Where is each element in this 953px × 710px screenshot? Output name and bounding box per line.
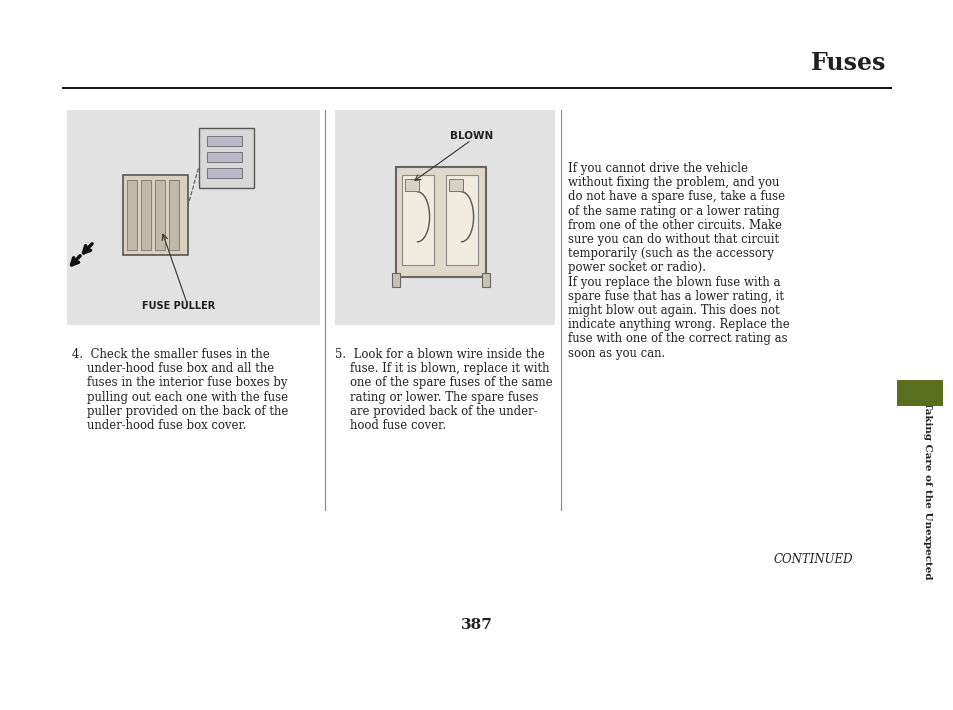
Bar	[198, 128, 253, 188]
Text: pulling out each one with the fuse: pulling out each one with the fuse	[71, 391, 288, 403]
Text: hood fuse cover.: hood fuse cover.	[335, 419, 446, 432]
Text: under-hood fuse box cover.: under-hood fuse box cover.	[71, 419, 246, 432]
Bar	[445, 175, 477, 265]
Bar	[481, 273, 489, 287]
Text: soon as you can.: soon as you can.	[567, 346, 664, 359]
Text: fuses in the interior fuse boxes by: fuses in the interior fuse boxes by	[71, 376, 287, 389]
Bar	[169, 180, 178, 249]
Text: 5.  Look for a blown wire inside the: 5. Look for a blown wire inside the	[335, 348, 544, 361]
Text: FUSE PULLER: FUSE PULLER	[142, 301, 214, 311]
Text: BLOWN: BLOWN	[449, 131, 493, 141]
Text: are provided back of the under-: are provided back of the under-	[335, 405, 537, 417]
Bar	[123, 175, 188, 254]
Text: might blow out again. This does not: might blow out again. This does not	[567, 304, 779, 317]
Bar	[207, 152, 241, 162]
Text: under-hood fuse box and all the: under-hood fuse box and all the	[71, 362, 274, 375]
Bar	[154, 180, 165, 249]
Text: If you replace the blown fuse with a: If you replace the blown fuse with a	[567, 275, 780, 288]
Text: one of the spare fuses of the same: one of the spare fuses of the same	[335, 376, 552, 389]
Bar	[207, 168, 241, 178]
Text: spare fuse that has a lower rating, it: spare fuse that has a lower rating, it	[567, 290, 783, 302]
Bar	[67, 110, 319, 325]
Text: fuse. If it is blown, replace it with: fuse. If it is blown, replace it with	[335, 362, 549, 375]
Text: sure you can do without that circuit: sure you can do without that circuit	[567, 233, 779, 246]
Text: of the same rating or a lower rating: of the same rating or a lower rating	[567, 204, 779, 217]
Bar	[391, 273, 399, 287]
Bar	[896, 380, 942, 406]
Bar	[335, 110, 555, 325]
Text: from one of the other circuits. Make: from one of the other circuits. Make	[567, 219, 781, 231]
Text: CONTINUED: CONTINUED	[773, 553, 852, 566]
Text: fuse with one of the correct rating as: fuse with one of the correct rating as	[567, 332, 787, 345]
Text: without fixing the problem, and you: without fixing the problem, and you	[567, 176, 779, 189]
Text: puller provided on the back of the: puller provided on the back of the	[71, 405, 288, 417]
Text: indicate anything wrong. Replace the: indicate anything wrong. Replace the	[567, 318, 789, 331]
Bar	[448, 179, 462, 191]
Bar	[401, 175, 434, 265]
Bar	[127, 180, 136, 249]
Text: temporarily (such as the accessory: temporarily (such as the accessory	[567, 247, 773, 260]
Text: If you cannot drive the vehicle: If you cannot drive the vehicle	[567, 162, 747, 175]
Bar	[395, 167, 485, 277]
Text: 4.  Check the smaller fuses in the: 4. Check the smaller fuses in the	[71, 348, 270, 361]
Text: do not have a spare fuse, take a fuse: do not have a spare fuse, take a fuse	[567, 190, 784, 203]
Text: Taking Care of the Unexpected: Taking Care of the Unexpected	[923, 400, 931, 579]
Bar	[140, 180, 151, 249]
Text: 387: 387	[460, 618, 493, 632]
Bar	[404, 179, 418, 191]
Text: power socket or radio).: power socket or radio).	[567, 261, 705, 274]
Text: rating or lower. The spare fuses: rating or lower. The spare fuses	[335, 391, 537, 403]
Bar	[207, 136, 241, 146]
Text: Fuses: Fuses	[810, 51, 885, 75]
